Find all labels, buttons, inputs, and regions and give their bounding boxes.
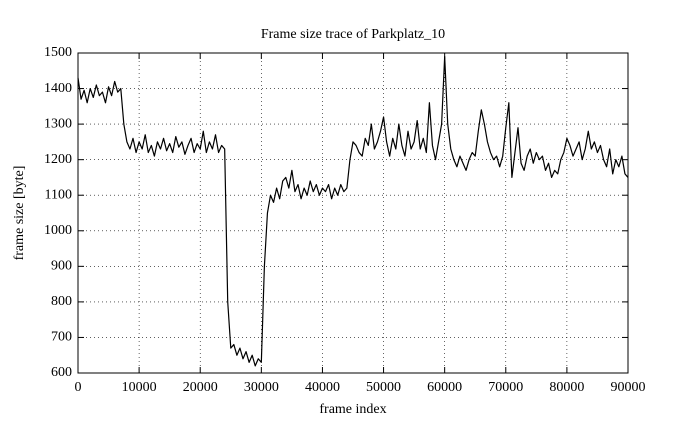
x-tick-label: 60000 bbox=[427, 380, 462, 395]
x-tick-label: 80000 bbox=[549, 380, 584, 395]
x-axis-label: frame index bbox=[319, 402, 386, 417]
x-tick-label: 40000 bbox=[305, 380, 340, 395]
x-tick-label: 0 bbox=[75, 380, 82, 395]
y-tick-label: 1100 bbox=[45, 187, 72, 202]
x-tick-label: 90000 bbox=[611, 380, 646, 395]
y-axis-label: frame size [byte] bbox=[12, 166, 27, 261]
y-tick-label: 1300 bbox=[44, 116, 72, 131]
x-tick-label: 10000 bbox=[122, 380, 157, 395]
y-tick-label: 1500 bbox=[44, 45, 72, 60]
y-tick-label: 800 bbox=[51, 294, 72, 309]
y-tick-label: 1000 bbox=[44, 223, 72, 238]
y-tick-label: 1200 bbox=[44, 152, 72, 167]
chart-title: Frame size trace of Parkplatz_10 bbox=[261, 27, 445, 42]
x-tick-label: 50000 bbox=[366, 380, 401, 395]
y-tick-label: 600 bbox=[51, 365, 72, 380]
plot-frame bbox=[77, 52, 629, 374]
trace-line bbox=[77, 55, 629, 367]
x-tick-label: 20000 bbox=[183, 380, 218, 395]
y-tick-label: 700 bbox=[51, 330, 72, 345]
x-tick-label: 30000 bbox=[244, 380, 279, 395]
y-tick-label: 900 bbox=[51, 259, 72, 274]
y-tick-label: 1400 bbox=[44, 81, 72, 96]
x-tick-label: 70000 bbox=[488, 380, 523, 395]
